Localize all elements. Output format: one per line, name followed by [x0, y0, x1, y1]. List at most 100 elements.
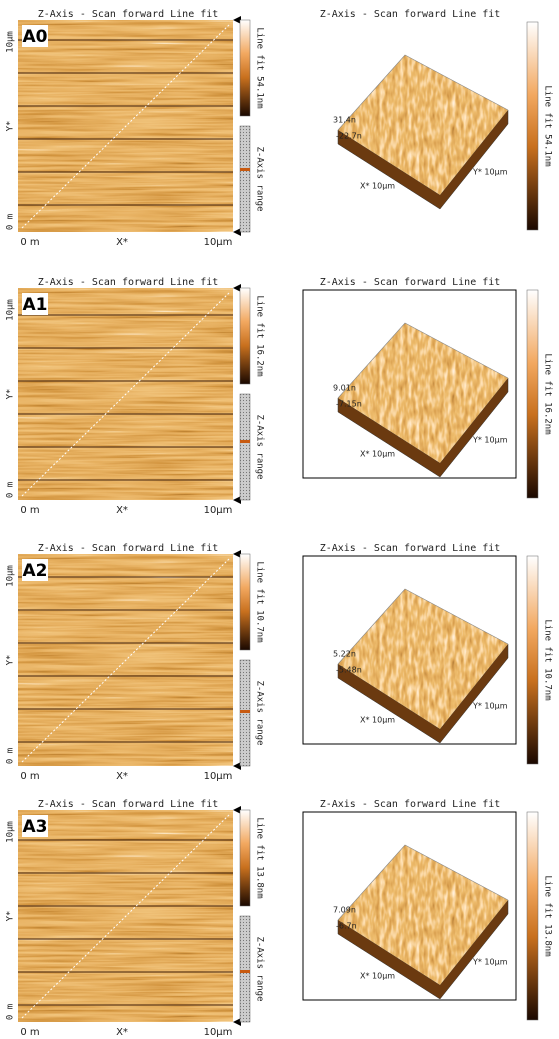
x-axis: X* — [116, 237, 128, 248]
profile-line — [21, 813, 231, 1019]
range-tick — [240, 710, 250, 713]
surface-edge — [337, 322, 509, 399]
z-min: -7.15n — [336, 400, 362, 409]
z-min: -5.48n — [336, 666, 362, 675]
colorbar-label: Line fit 13.8nm — [543, 875, 553, 956]
colorbar-label: Line fit 16.2nm — [543, 353, 553, 434]
range-bar — [239, 915, 251, 1023]
range-label: Z-Axis range — [255, 414, 265, 479]
x-axis: X* — [116, 771, 128, 782]
panel-title: Z-Axis - Scan forward Line fit — [320, 277, 501, 288]
marker — [233, 1018, 241, 1026]
y-axis: Y* — [6, 655, 16, 666]
x-label-3d: X* 10µm — [360, 972, 395, 981]
range-tick — [240, 168, 250, 171]
y-bottom: 0 m — [6, 748, 16, 764]
label-box — [22, 25, 48, 47]
z-min: -22.7n — [336, 132, 362, 141]
x-left: 0 m — [20, 771, 39, 782]
colorbar-label: Line fit 54.1nm — [255, 27, 265, 108]
afm-row: Z-Axis - Scan forward Line fit A3 10µm Y* 0 … — [6, 799, 553, 1038]
colorbar — [239, 809, 251, 907]
panel-title: Z-Axis - Scan forward Line fit — [38, 277, 219, 288]
y-bottom: 0 m — [6, 1004, 16, 1020]
y-top: 10µm — [6, 31, 16, 53]
x-axis: X* — [116, 1027, 128, 1038]
x-left: 0 m — [20, 1027, 39, 1038]
x-label-3d: X* 10µm — [360, 182, 395, 191]
y-axis: Y* — [6, 911, 16, 922]
label-box — [22, 559, 48, 581]
profile-line — [21, 291, 231, 497]
range-label: Z-Axis range — [255, 146, 265, 211]
range-bar — [239, 125, 251, 233]
range-tick — [240, 440, 250, 443]
colorbar — [239, 19, 251, 117]
colorbar-label: Line fit 54.1nm — [543, 85, 553, 166]
panel-title: Z-Axis - Scan forward Line fit — [320, 799, 501, 810]
colorbar — [239, 553, 251, 651]
afm-row: Z-Axis - Scan forward Line fit A0 10µm Y* 0 … — [6, 9, 553, 248]
marker — [233, 762, 241, 770]
colorbar-label: Line fit 10.7nm — [543, 619, 553, 700]
z-max: 9.01n — [333, 384, 356, 393]
x-right: 10µm — [204, 237, 233, 248]
panel-label: A0 — [23, 27, 48, 47]
x-right: 10µm — [204, 1027, 233, 1038]
x-left: 0 m — [20, 237, 39, 248]
y-top: 10µm — [6, 299, 16, 321]
z-min: -6.7n — [336, 922, 357, 931]
marker — [233, 550, 241, 558]
panel-title: Z-Axis - Scan forward Line fit — [38, 543, 219, 554]
y-axis: Y* — [6, 389, 16, 400]
afm-row: Z-Axis - Scan forward Line fit A2 10µm Y* 0 … — [6, 543, 553, 782]
z-max: 7.09n — [333, 906, 356, 915]
marker — [233, 284, 241, 292]
panel-title: Z-Axis - Scan forward Line fit — [38, 799, 219, 810]
panel-title: Z-Axis - Scan forward Line fit — [38, 9, 219, 20]
surface-edge — [337, 54, 509, 131]
y-label-3d: Y* 10µm — [472, 436, 508, 445]
y-axis: Y* — [6, 121, 16, 132]
view-box — [302, 811, 517, 1001]
panel-label: A1 — [23, 295, 48, 315]
z-max: 5.22n — [333, 650, 356, 659]
range-tick — [240, 970, 250, 973]
label-box — [22, 293, 48, 315]
y-top: 10µm — [6, 821, 16, 843]
marker — [233, 806, 241, 814]
colorbar-label: Line fit 13.8nm — [255, 817, 265, 898]
x-label-3d: X* 10µm — [360, 450, 395, 459]
surface-edge — [337, 588, 509, 665]
panel-label: A3 — [23, 817, 48, 837]
x-axis: X* — [116, 505, 128, 516]
colorbar — [526, 811, 539, 1021]
x-right: 10µm — [204, 505, 233, 516]
x-left: 0 m — [20, 505, 39, 516]
colorbar — [239, 287, 251, 385]
y-bottom: 0 m — [6, 214, 16, 230]
marker — [233, 16, 241, 24]
x-right: 10µm — [204, 771, 233, 782]
colorbar — [526, 289, 539, 499]
surface-edge — [337, 844, 509, 921]
label-box — [22, 815, 48, 837]
rows: Z-Axis - Scan forward Line fit A0 10µm Y* 0 … — [6, 9, 553, 1038]
x-label-3d: X* 10µm — [360, 716, 395, 725]
view-box — [302, 555, 517, 745]
marker — [233, 228, 241, 236]
colorbar — [526, 555, 539, 765]
y-label-3d: Y* 10µm — [472, 168, 508, 177]
panel-title: Z-Axis - Scan forward Line fit — [320, 9, 501, 20]
range-label: Z-Axis range — [255, 936, 265, 1001]
y-label-3d: Y* 10µm — [472, 958, 508, 967]
afm-row: Z-Axis - Scan forward Line fit A1 10µm Y* 0 … — [6, 277, 553, 516]
marker — [233, 496, 241, 504]
profile-line — [21, 23, 231, 229]
panel-label: A2 — [23, 561, 48, 581]
z-max: 31.4n — [333, 116, 356, 125]
profile-line — [21, 557, 231, 763]
range-bar — [239, 393, 251, 501]
range-label: Z-Axis range — [255, 680, 265, 745]
